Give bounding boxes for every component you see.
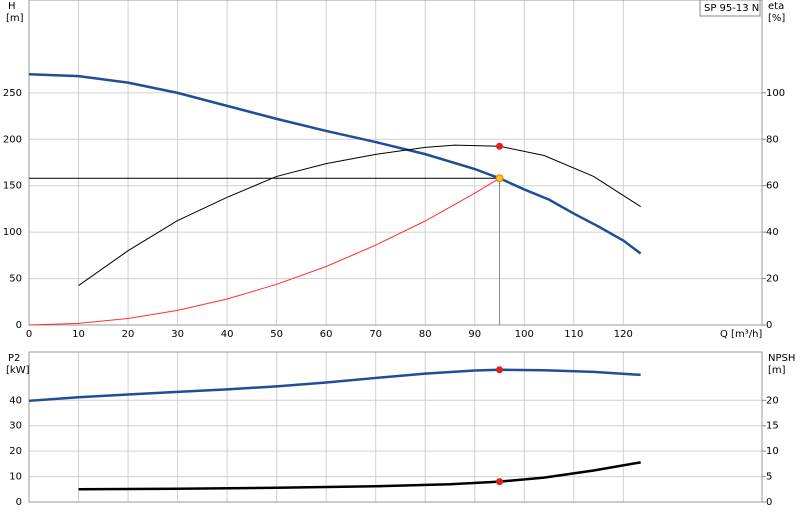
y-tick-label: 150 [3, 181, 22, 192]
x-tick-label: 80 [419, 329, 432, 340]
x-tick-label: 90 [468, 329, 481, 340]
x-tick-label: 100 [515, 329, 534, 340]
y2-tick-label: 80 [766, 134, 779, 145]
y-tick-label: 30 [9, 421, 22, 432]
operating-point-y2 [496, 478, 504, 486]
y2-tick-label: 0 [766, 320, 772, 331]
y-tick-label: 50 [9, 274, 22, 285]
y-tick-label: 10 [9, 472, 22, 483]
x-tick-label: 40 [221, 329, 234, 340]
x-tick-label: 10 [72, 329, 85, 340]
y-unit: [m] [6, 13, 24, 24]
x-tick-label: 30 [171, 329, 184, 340]
y2-tick-label: 10 [766, 446, 779, 457]
y2-label: NPSH [768, 353, 795, 364]
y2-tick-label: 40 [766, 227, 779, 238]
series-line [78, 461, 641, 491]
y2-unit: [m] [768, 365, 786, 376]
x-tick-label: 60 [320, 329, 333, 340]
y-tick-label: 200 [3, 134, 22, 145]
operating-point-y2 [496, 142, 504, 150]
y-tick-label: 0 [16, 497, 22, 508]
x-tick-label: 50 [270, 329, 283, 340]
y2-label: eta [768, 1, 784, 12]
x-tick-label: 120 [614, 329, 633, 340]
y2-unit: [%] [768, 13, 785, 24]
y-unit: [kW] [6, 365, 30, 376]
y-tick-label: 20 [9, 446, 22, 457]
x-tick-label: 110 [564, 329, 583, 340]
y-tick-label: 0 [16, 320, 22, 331]
plot-frame [28, 0, 763, 326]
y-label: H [8, 1, 16, 12]
y2-tick-label: 0 [766, 497, 772, 508]
y2-tick-label: 20 [766, 274, 779, 285]
y-tick-label: 100 [3, 227, 22, 238]
series-line [28, 368, 641, 403]
operating-point [495, 174, 504, 183]
x-tick-label: 0 [26, 329, 32, 340]
y2-tick-label: 5 [766, 472, 772, 483]
operating-point [496, 366, 504, 374]
y2-tick-label: 100 [766, 88, 785, 99]
plot-frame [28, 351, 763, 503]
x-tick-label: 20 [122, 329, 135, 340]
legend-title: SP 95-13 N [704, 3, 759, 14]
x-label: Q [m³/h] [720, 329, 762, 340]
y-label: P2 [8, 353, 20, 364]
y2-tick-label: 60 [766, 181, 779, 192]
y-tick-label: 250 [3, 88, 22, 99]
y-tick-label: 40 [9, 395, 22, 406]
legend-box [699, 0, 761, 17]
series-line [28, 73, 642, 255]
series-line [28, 177, 500, 326]
series-line [78, 144, 641, 286]
y2-tick-label: 15 [766, 421, 779, 432]
x-tick-label: 70 [369, 329, 382, 340]
y2-tick-label: 20 [766, 395, 779, 406]
